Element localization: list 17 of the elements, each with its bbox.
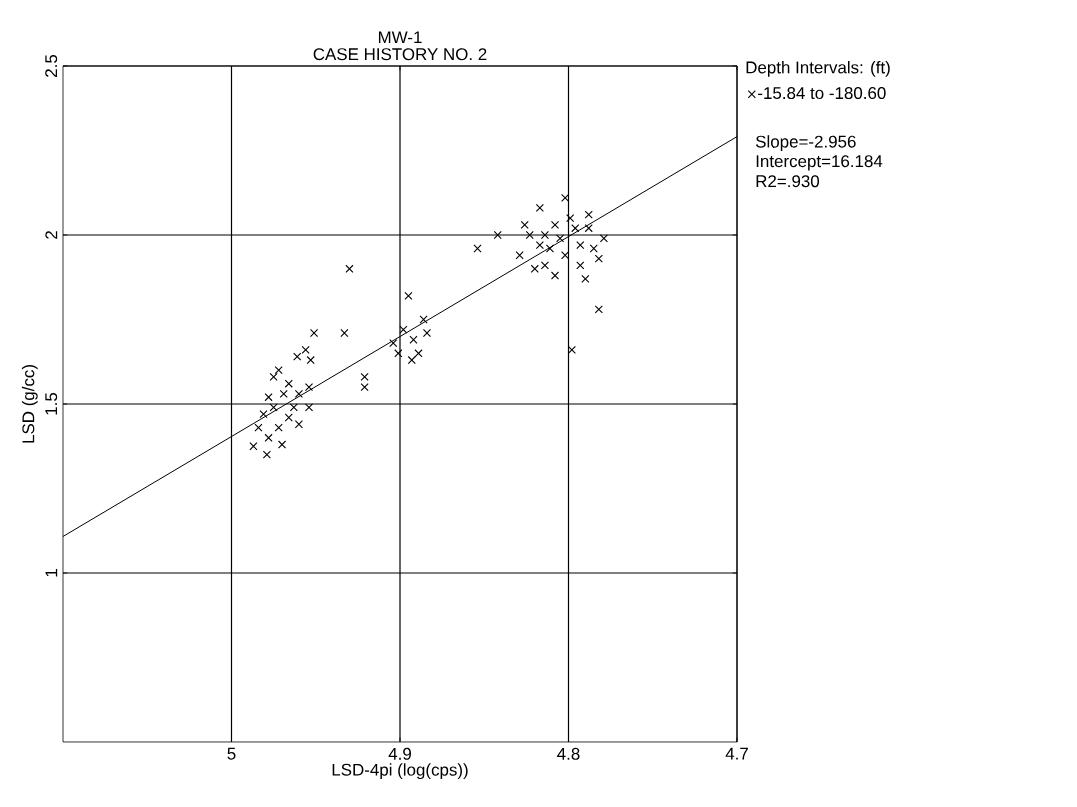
x-tick-label: 5 — [227, 747, 236, 760]
chart-title: MW-1 — [378, 31, 422, 44]
legend-label: -15.84 to -180.60 — [758, 87, 886, 100]
y-tick-label: 1.5 — [45, 392, 58, 415]
text: Intercept=16.184 — [756, 155, 883, 171]
y-axis-title: LSD (g/cc) — [21, 365, 38, 443]
y-tick-label: 2.5 — [45, 54, 58, 77]
x-tick-label: 4.9 — [388, 747, 411, 760]
y-tick-label: 2 — [45, 231, 58, 239]
legend-title: Depth Intervals: (ft) — [746, 61, 890, 77]
x-axis-title: LSD-4pi (log(cps)) — [332, 763, 468, 780]
chart-subtitle: CASE HISTORY NO. 2 — [313, 48, 487, 61]
text: Slope=-2.956 — [755, 135, 856, 151]
x-tick-label: 4.8 — [557, 747, 580, 760]
x-tick-label: 4.7 — [725, 747, 748, 760]
text: R2=.930 — [756, 175, 820, 188]
y-tick-label: 1 — [45, 569, 58, 577]
